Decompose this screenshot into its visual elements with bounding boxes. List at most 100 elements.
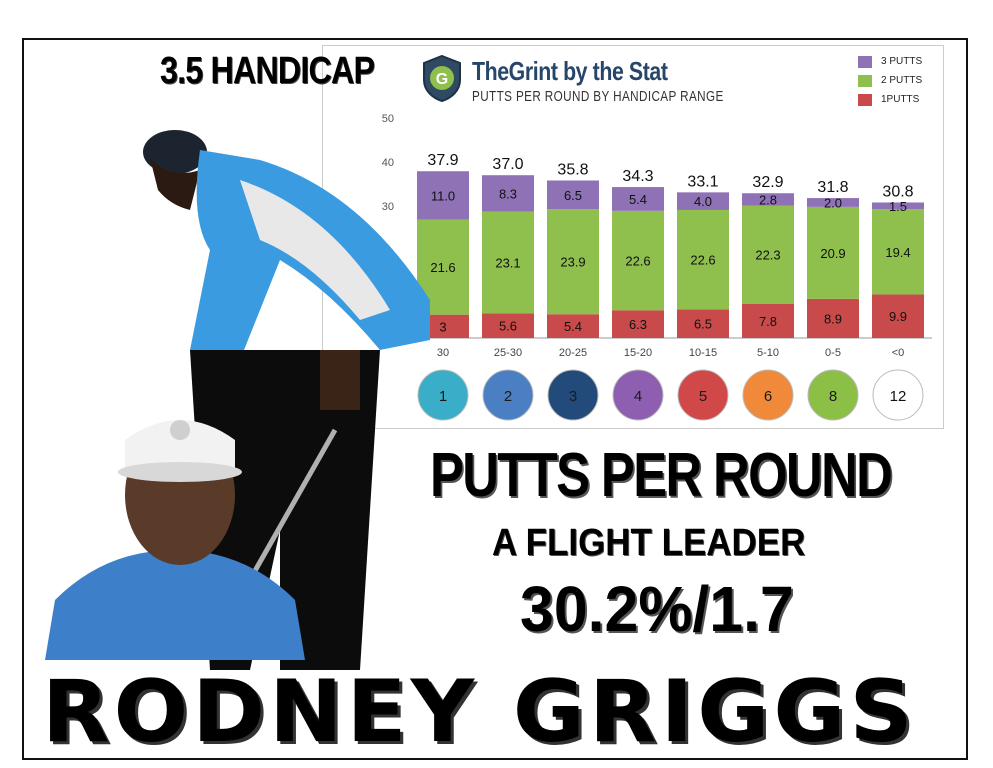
subheadline: A FLIGHT LEADER bbox=[492, 522, 806, 564]
bar-segment-3-putts bbox=[482, 175, 534, 212]
data-label: 22.3 bbox=[755, 248, 780, 263]
data-label: 21.6 bbox=[430, 260, 455, 275]
legend-item: 3 PUTTS bbox=[858, 52, 922, 71]
bar-segment-1putts bbox=[547, 314, 599, 338]
y-tick-label: 40 bbox=[382, 157, 394, 169]
data-label: 11.0 bbox=[431, 188, 455, 203]
bar-segment-3-putts bbox=[807, 198, 859, 207]
total-label: 37.9 bbox=[427, 152, 458, 169]
data-label: 6.5 bbox=[564, 188, 582, 203]
x-tick-label: 5-10 bbox=[757, 347, 779, 359]
bar-segment-1putts bbox=[482, 313, 534, 338]
x-tick-label: 10-15 bbox=[689, 347, 717, 359]
bar-segment-3-putts bbox=[872, 202, 924, 210]
player-portrait-photo bbox=[45, 420, 305, 660]
flight-badge bbox=[872, 369, 924, 421]
legend-label: 2 PUTTS bbox=[881, 75, 923, 86]
bar-segment-2-putts bbox=[612, 210, 664, 311]
data-label: 8.9 bbox=[824, 311, 842, 326]
logo-letter: G bbox=[436, 71, 448, 88]
total-label: 33.1 bbox=[687, 173, 718, 190]
data-label: 5.4 bbox=[564, 319, 582, 334]
chart-legend: 3 PUTTS 2 PUTTS 1PUTTS bbox=[858, 52, 922, 109]
bar-segment-3-putts bbox=[677, 192, 729, 210]
bar-segment-2-putts bbox=[807, 206, 859, 299]
data-label: 2.8 bbox=[759, 192, 777, 207]
flight-badge-label: 1 bbox=[439, 388, 447, 405]
legend-swatch bbox=[858, 74, 872, 87]
bar-segment-1putts bbox=[807, 298, 859, 338]
data-label: 23.9 bbox=[560, 255, 585, 270]
x-tick-label: 25-30 bbox=[494, 347, 522, 359]
flight-badge-label: 5 bbox=[699, 388, 707, 405]
data-label: 5.6 bbox=[499, 319, 517, 334]
flight-badge bbox=[417, 369, 469, 421]
flight-badge-label: 6 bbox=[764, 388, 772, 405]
data-label: 7.8 bbox=[759, 314, 777, 329]
data-label: 9.9 bbox=[889, 309, 907, 324]
total-label: 32.9 bbox=[752, 174, 783, 191]
total-label: 37.0 bbox=[492, 156, 523, 173]
flight-badge bbox=[807, 369, 859, 421]
flight-badge-label: 12 bbox=[890, 388, 907, 405]
bar-segment-2-putts bbox=[482, 211, 534, 314]
bar-segment-1putts bbox=[742, 303, 794, 338]
bar-segment-1putts bbox=[872, 294, 924, 338]
data-label: 4.0 bbox=[694, 194, 712, 209]
x-tick-label: 20-25 bbox=[559, 347, 587, 359]
flight-badge bbox=[547, 369, 599, 421]
flight-badge-label: 3 bbox=[569, 388, 577, 405]
x-tick-label: <0 bbox=[892, 347, 905, 359]
data-label: 5.4 bbox=[629, 192, 647, 207]
legend-swatch bbox=[858, 55, 872, 68]
bar-segment-2-putts bbox=[742, 205, 794, 304]
flight-badge bbox=[742, 369, 794, 421]
data-label: 22.6 bbox=[690, 253, 715, 268]
flight-badge-label: 2 bbox=[504, 388, 512, 405]
bar-segment-1putts bbox=[417, 314, 469, 338]
thegrint-logo-icon: G bbox=[423, 54, 461, 102]
total-label: 35.8 bbox=[557, 161, 588, 178]
bar-segment-1putts bbox=[612, 310, 664, 338]
total-label: 31.8 bbox=[817, 179, 848, 196]
data-label: 23.1 bbox=[495, 256, 520, 271]
data-label: 6.3 bbox=[629, 317, 647, 332]
y-tick-label: 50 bbox=[382, 113, 394, 125]
x-tick-label: 30 bbox=[437, 347, 449, 359]
flight-badge bbox=[677, 369, 729, 421]
total-label: 30.8 bbox=[882, 183, 913, 200]
data-label: 19.4 bbox=[885, 245, 910, 260]
bar-segment-3-putts bbox=[547, 180, 599, 210]
bar-segment-3-putts bbox=[612, 187, 664, 211]
legend-swatch bbox=[858, 93, 872, 106]
legend-item: 1PUTTS bbox=[858, 90, 922, 109]
data-label: 8.3 bbox=[499, 186, 517, 201]
headline: PUTTS PER ROUND bbox=[430, 441, 893, 510]
bar-segment-2-putts bbox=[872, 209, 924, 295]
stacked-bar-chart: 50 40 30 3 21.6 11.0 37.9 30 1 5.6 23.1 8.3 37.0 25-3… bbox=[382, 113, 932, 421]
bar-segment-2-putts bbox=[547, 209, 599, 315]
data-label: 2.0 bbox=[824, 195, 842, 210]
bar-segment-2-putts bbox=[677, 209, 729, 310]
data-label: 1.5 bbox=[889, 199, 907, 214]
brand-name: TheGrint by the Stat bbox=[472, 56, 668, 86]
flight-badge bbox=[612, 369, 664, 421]
bar-segment-3-putts bbox=[742, 193, 794, 206]
chart-subtitle: PUTTS PER ROUND BY HANDICAP RANGE bbox=[472, 88, 724, 105]
flight-badge-label: 8 bbox=[829, 388, 837, 405]
data-label: 22.6 bbox=[625, 254, 650, 269]
x-tick-label: 0-5 bbox=[825, 347, 841, 359]
legend-label: 3 PUTTS bbox=[881, 56, 923, 67]
legend-item: 2 PUTTS bbox=[858, 71, 922, 90]
bar-segment-3-putts bbox=[417, 171, 469, 220]
x-tick-label: 15-20 bbox=[624, 347, 652, 359]
data-label: 6.5 bbox=[694, 317, 712, 332]
flight-badge-label: 4 bbox=[634, 388, 642, 405]
data-label: 20.9 bbox=[820, 246, 845, 261]
stat-value: 30.2%/1.7 bbox=[520, 573, 794, 645]
flight-badge bbox=[482, 369, 534, 421]
data-label: 3 bbox=[439, 319, 446, 334]
player-name: RODNEY GRIGGS bbox=[42, 662, 917, 762]
y-tick-label: 30 bbox=[382, 201, 394, 213]
bar-segment-1putts bbox=[677, 309, 729, 338]
